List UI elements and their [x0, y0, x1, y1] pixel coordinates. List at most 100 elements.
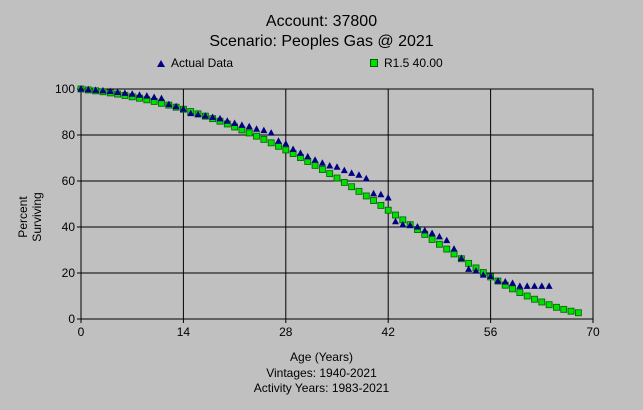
actual-point	[143, 92, 151, 99]
actual-point	[84, 85, 92, 93]
actual-point	[114, 88, 122, 95]
chart-title-account: Account: 37800	[265, 13, 378, 30]
actual-point	[245, 122, 253, 130]
fit-point	[275, 142, 282, 150]
actual-point	[289, 145, 297, 152]
fit-point	[443, 245, 451, 253]
actual-point	[267, 129, 275, 136]
y-axis-label: Percent Surviving	[16, 192, 44, 242]
actual-point	[172, 102, 180, 110]
fit-point	[428, 236, 436, 243]
actual-point	[479, 271, 487, 278]
x-tick-label: 28	[279, 325, 293, 339]
actual-point	[487, 272, 495, 279]
fit-point	[340, 178, 348, 186]
actual-point	[509, 279, 517, 286]
actual-point	[165, 100, 173, 108]
fit-point	[545, 301, 553, 309]
fit-point	[538, 298, 546, 306]
actual-point	[274, 137, 282, 144]
actual-point	[99, 86, 107, 94]
actual-point	[216, 114, 224, 122]
actual-point	[92, 86, 100, 93]
y-tick-label: 60	[62, 174, 76, 188]
legend-label-actual: Actual Data	[171, 56, 234, 70]
fit-point	[355, 187, 363, 195]
fit-point	[450, 250, 458, 258]
fit-point	[282, 146, 290, 154]
axis-ticks: 0 14 28 42 56 70 0 20 40 60 80 100	[55, 82, 600, 339]
chart-title-scenario: Scenario: Peoples Gas @ 2021	[209, 33, 434, 50]
fit-point	[311, 161, 319, 169]
actual-point	[392, 217, 400, 225]
y-tick-label: 0	[68, 312, 75, 326]
fit-point	[260, 135, 268, 143]
actual-point	[472, 267, 480, 274]
actual-point	[136, 91, 144, 98]
fit-point	[238, 126, 246, 134]
fit-point	[516, 289, 524, 296]
actual-point	[326, 162, 334, 169]
actual-point	[362, 174, 370, 182]
actual-point	[421, 226, 429, 234]
actual-point	[106, 87, 114, 95]
actual-point	[128, 90, 136, 97]
fit-point	[509, 285, 516, 293]
actual-point	[523, 282, 531, 289]
plot-frame	[80, 88, 594, 320]
y-tick-label: 20	[62, 266, 76, 280]
fit-point	[326, 170, 334, 178]
fit-point	[253, 132, 260, 140]
actual-point	[194, 110, 202, 118]
actual-point	[238, 121, 246, 128]
square-marker-icon	[370, 59, 378, 67]
y-tick-label: 80	[62, 128, 76, 142]
actual-point	[501, 277, 509, 285]
fit-point	[377, 201, 385, 209]
x-tick-label: 14	[177, 325, 191, 339]
fit-point	[362, 192, 370, 200]
actual-point	[465, 265, 473, 272]
fit-point	[370, 197, 377, 204]
legend-item-fit: R1.5 40.00	[370, 56, 443, 70]
actual-point	[187, 109, 195, 117]
actual-point	[304, 152, 312, 160]
actual-point	[260, 126, 268, 134]
actual-point	[377, 190, 385, 198]
series-actual	[77, 85, 553, 289]
fit-point	[348, 183, 356, 191]
actual-point	[318, 159, 326, 166]
actual-point	[428, 229, 436, 236]
actual-point	[370, 189, 378, 197]
actual-point	[311, 156, 319, 163]
actual-point	[253, 125, 261, 132]
actual-point	[209, 113, 217, 121]
fit-point	[553, 303, 560, 311]
actual-point	[340, 166, 348, 174]
x-tick-label: 56	[484, 325, 498, 339]
fit-point	[267, 139, 275, 147]
actual-point	[150, 93, 158, 101]
grid-lines	[80, 88, 594, 320]
actual-point	[494, 277, 502, 284]
actual-point	[443, 236, 451, 244]
x-axis-label: Age (Years)	[290, 350, 353, 364]
fit-point	[392, 211, 399, 219]
actual-point	[355, 171, 363, 178]
actual-point	[457, 254, 465, 262]
fit-point	[435, 240, 443, 248]
actual-point	[333, 163, 341, 170]
vintages-label: Vintages: 1940-2021	[266, 366, 377, 380]
actual-point	[516, 282, 524, 289]
actual-point	[77, 85, 85, 92]
actual-point	[282, 139, 290, 147]
fit-point	[560, 305, 568, 313]
actual-point	[406, 221, 414, 229]
actual-point	[530, 282, 538, 289]
actual-point	[450, 245, 458, 252]
legend-item-actual: Actual Data	[157, 56, 233, 70]
actual-point	[296, 149, 304, 156]
actual-point	[545, 282, 553, 289]
triangle-marker-icon	[157, 59, 165, 67]
